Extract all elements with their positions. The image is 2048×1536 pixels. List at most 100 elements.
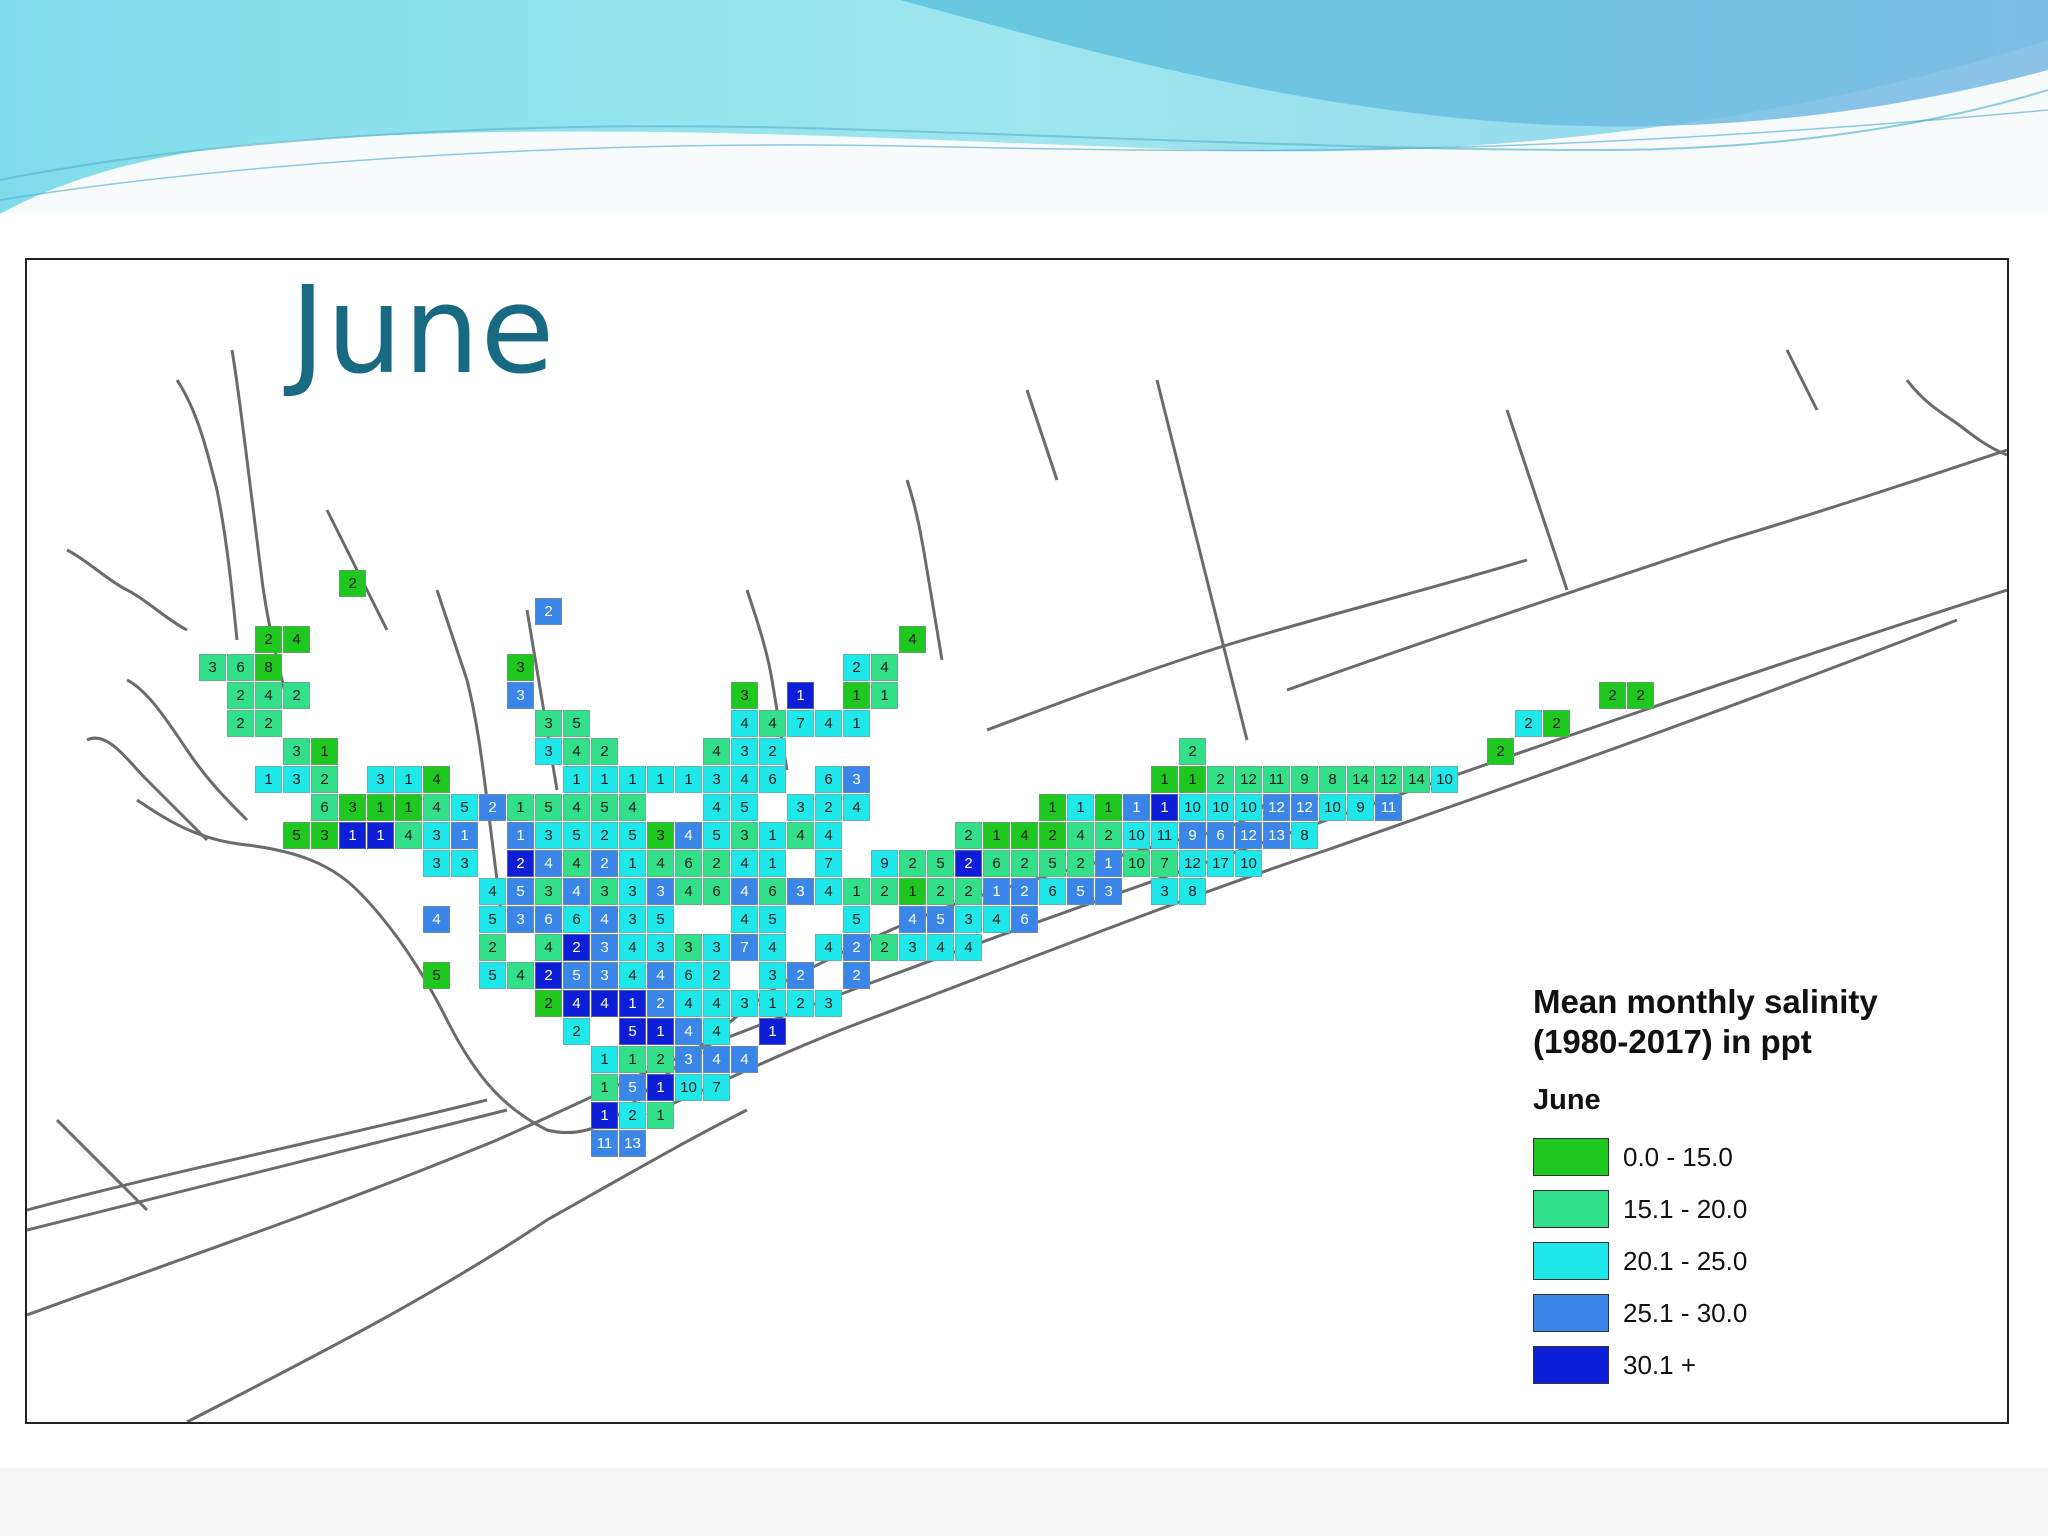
grid-cell: 10 — [1431, 766, 1458, 793]
grid-cell: 4 — [787, 822, 814, 849]
grid-cell: 4 — [591, 906, 618, 933]
legend-item: 20.1 - 25.0 — [1533, 1235, 1973, 1287]
grid-cell: 4 — [563, 878, 590, 905]
grid-cell: 4 — [255, 682, 282, 709]
grid-cell: 5 — [927, 850, 954, 877]
grid-cell: 2 — [787, 990, 814, 1017]
grid-cell: 4 — [731, 1046, 758, 1073]
grid-cell: 4 — [899, 906, 926, 933]
grid-cell: 10 — [1207, 794, 1234, 821]
grid-cell: 3 — [591, 962, 618, 989]
footer-band — [0, 1468, 2048, 1536]
grid-cell: 5 — [703, 822, 730, 849]
grid-cell: 3 — [647, 878, 674, 905]
grid-cell: 1 — [451, 822, 478, 849]
grid-cell: 1 — [1095, 794, 1122, 821]
grid-cell: 4 — [731, 878, 758, 905]
grid-cell: 7 — [815, 850, 842, 877]
grid-cell: 3 — [759, 962, 786, 989]
grid-cell: 3 — [535, 710, 562, 737]
grid-cell: 5 — [563, 822, 590, 849]
grid-cell: 10 — [1123, 850, 1150, 877]
grid-cell: 11 — [1375, 794, 1402, 821]
grid-cell: 5 — [507, 878, 534, 905]
grid-cell: 12 — [1235, 822, 1262, 849]
grid-cell: 5 — [731, 794, 758, 821]
grid-cell: 3 — [619, 906, 646, 933]
grid-cell: 12 — [1375, 766, 1402, 793]
grid-cell: 10 — [1235, 794, 1262, 821]
grid-cell: 3 — [339, 794, 366, 821]
grid-cell: 5 — [535, 794, 562, 821]
grid-cell: 1 — [591, 766, 618, 793]
grid-cell: 5 — [619, 822, 646, 849]
grid-cell: 3 — [731, 682, 758, 709]
legend-label: 25.1 - 30.0 — [1623, 1297, 1748, 1328]
grid-cell: 4 — [927, 934, 954, 961]
grid-cell: 4 — [703, 738, 730, 765]
grid-cell: 2 — [787, 962, 814, 989]
legend-item: 25.1 - 30.0 — [1533, 1287, 1973, 1339]
grid-cell: 3 — [535, 878, 562, 905]
grid-cell: 9 — [1179, 822, 1206, 849]
grid-cell: 4 — [423, 794, 450, 821]
grid-cell: 10 — [1319, 794, 1346, 821]
grid-cell: 1 — [255, 766, 282, 793]
grid-cell: 3 — [1095, 878, 1122, 905]
grid-cell: 4 — [815, 878, 842, 905]
legend-swatch — [1533, 1242, 1609, 1280]
grid-cell: 6 — [535, 906, 562, 933]
grid-cell: 4 — [647, 850, 674, 877]
grid-cell: 5 — [843, 906, 870, 933]
grid-cell: 4 — [675, 990, 702, 1017]
legend-swatch — [1533, 1190, 1609, 1228]
grid-cell: 2 — [955, 822, 982, 849]
grid-cell: 5 — [619, 1018, 646, 1045]
grid-cell: 3 — [675, 934, 702, 961]
grid-cell: 2 — [955, 850, 982, 877]
grid-cell: 3 — [423, 822, 450, 849]
grid-cell: 1 — [619, 850, 646, 877]
grid-cell: 4 — [731, 766, 758, 793]
grid-cell: 5 — [927, 906, 954, 933]
grid-cell: 4 — [703, 1046, 730, 1073]
grid-cell: 4 — [1011, 822, 1038, 849]
legend-label: 20.1 - 25.0 — [1623, 1245, 1748, 1276]
legend-item: 30.1 + — [1533, 1339, 1973, 1391]
grid-cell: 3 — [451, 850, 478, 877]
grid-cell: 3 — [703, 766, 730, 793]
grid-cell: 6 — [227, 654, 254, 681]
grid-cell: 6 — [1039, 878, 1066, 905]
grid-cell: 13 — [1263, 822, 1290, 849]
grid-cell: 4 — [479, 878, 506, 905]
grid-cell: 3 — [283, 738, 310, 765]
grid-cell: 2 — [1487, 738, 1514, 765]
grid-cell: 1 — [843, 710, 870, 737]
grid-cell: 10 — [1179, 794, 1206, 821]
grid-cell: 4 — [563, 990, 590, 1017]
grid-cell: 5 — [563, 710, 590, 737]
grid-cell: 10 — [675, 1074, 702, 1101]
legend-item: 0.0 - 15.0 — [1533, 1131, 1973, 1183]
grid-cell: 2 — [1627, 682, 1654, 709]
map-legend: Mean monthly salinity (1980-2017) in ppt… — [1533, 982, 1973, 1391]
grid-cell: 5 — [563, 962, 590, 989]
grid-cell: 1 — [395, 766, 422, 793]
grid-cell: 3 — [591, 934, 618, 961]
header-wave-banner — [0, 0, 2048, 214]
grid-cell: 3 — [787, 794, 814, 821]
grid-cell: 3 — [899, 934, 926, 961]
grid-cell: 2 — [1011, 850, 1038, 877]
legend-swatch — [1533, 1294, 1609, 1332]
grid-cell: 4 — [591, 990, 618, 1017]
grid-cell: 12 — [1291, 794, 1318, 821]
grid-cell: 4 — [619, 934, 646, 961]
grid-cell: 2 — [1515, 710, 1542, 737]
grid-cell: 1 — [759, 822, 786, 849]
grid-cell: 3 — [647, 934, 674, 961]
grid-cell: 9 — [1347, 794, 1374, 821]
grid-cell: 2 — [255, 710, 282, 737]
grid-cell: 2 — [283, 682, 310, 709]
grid-cell: 1 — [591, 1046, 618, 1073]
grid-cell: 1 — [1095, 850, 1122, 877]
